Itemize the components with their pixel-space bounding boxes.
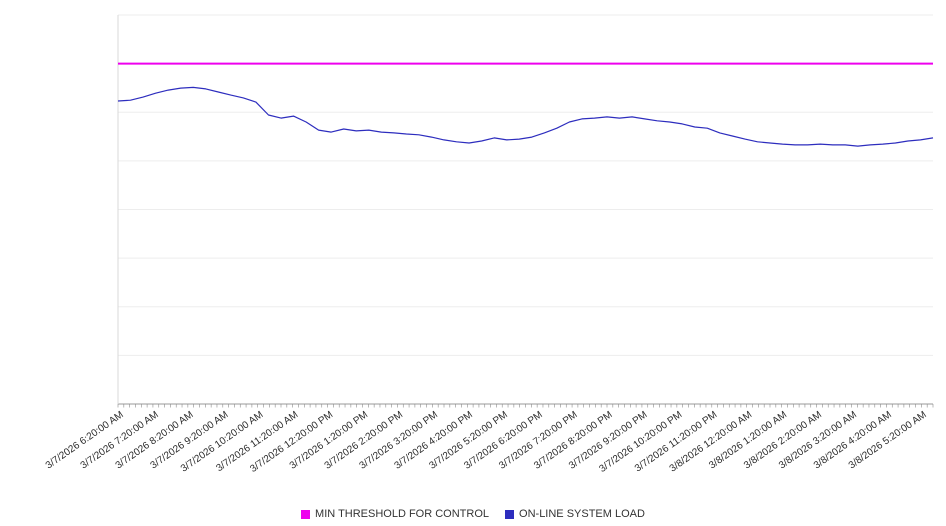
system-load-line [117, 86, 934, 147]
chart-legend: MIN THRESHOLD FOR CONTROL ON-LINE SYSTEM… [0, 508, 946, 520]
threshold-legend-label: MIN THRESHOLD FOR CONTROL [315, 508, 490, 520]
system-load-legend-label: ON-LINE SYSTEM LOAD [519, 508, 645, 520]
legend-item-threshold: MIN THRESHOLD FOR CONTROL [301, 508, 489, 520]
system-load-legend-swatch-icon [505, 509, 515, 519]
legend-item-system-load: ON-LINE SYSTEM LOAD [505, 508, 645, 520]
threshold-legend-swatch-icon [301, 509, 311, 519]
